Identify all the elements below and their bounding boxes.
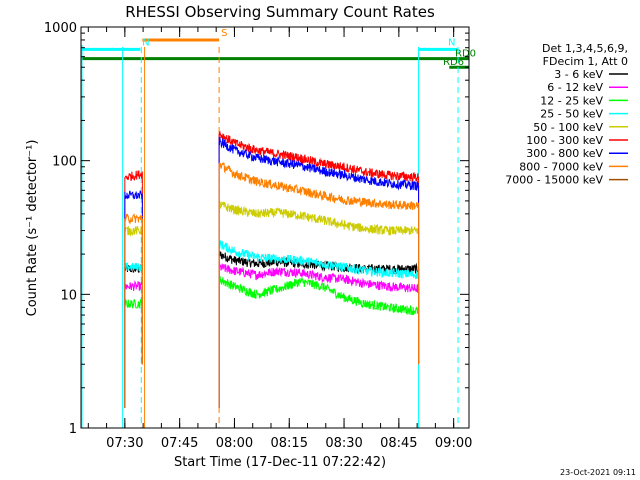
legend-entry-1: 6 - 12 keV bbox=[547, 81, 603, 94]
chart-title: RHESSI Observing Summary Count Rates bbox=[125, 3, 435, 21]
x-tick-label-1: 07:45 bbox=[161, 436, 198, 451]
legend-entry-8: 7000 - 15000 keV bbox=[505, 174, 603, 187]
series-line-4-seg-1 bbox=[218, 199, 420, 236]
x-axis-label: Start Time (17-Dec-11 07:22:42) bbox=[174, 455, 386, 470]
flag-label-1: N bbox=[142, 37, 149, 48]
x-tick-label-3: 08:15 bbox=[271, 436, 308, 451]
x-tick-label-5: 08:45 bbox=[380, 436, 417, 451]
series-line-1-seg-1 bbox=[218, 262, 420, 293]
y-tick-label-0: 1 bbox=[69, 422, 77, 437]
x-tick-label-0: 07:30 bbox=[106, 436, 143, 451]
series-line-6-seg-0 bbox=[124, 190, 143, 200]
legend-entry-4: 50 - 100 keV bbox=[533, 121, 603, 134]
x-tick-label-4: 08:30 bbox=[325, 436, 362, 451]
legend-entry-2: 12 - 25 keV bbox=[540, 94, 603, 107]
series-line-3-seg-1 bbox=[218, 240, 420, 280]
series-line-2-seg-1 bbox=[218, 275, 420, 316]
legend-header-0: Det 1,3,4,5,6,9, bbox=[542, 42, 628, 55]
legend-entry-3: 25 - 50 keV bbox=[540, 108, 603, 121]
y-tick-label-3: 1000 bbox=[44, 21, 77, 36]
flag-label-3: RD0 bbox=[455, 49, 476, 60]
y-tick-label-1: 10 bbox=[60, 288, 77, 303]
flag-label-2: N bbox=[448, 37, 455, 48]
series-line-7-seg-0 bbox=[124, 212, 143, 225]
series-line-1-seg-0 bbox=[124, 280, 143, 292]
series-line-4-seg-0 bbox=[124, 226, 143, 237]
legend: Det 1,3,4,5,6,9,FDecim 1, Att 03 - 6 keV… bbox=[505, 42, 628, 187]
flag-label-0: S bbox=[221, 28, 227, 39]
series-line-5-seg-0 bbox=[124, 170, 143, 181]
x-tick-label-2: 08:00 bbox=[216, 436, 253, 451]
legend-header-1: FDecim 1, Att 0 bbox=[543, 55, 628, 68]
x-tick-label-6: 09:00 bbox=[435, 436, 472, 451]
series-line-3-seg-0 bbox=[124, 262, 143, 272]
timestamp: 23-Oct-2021 09:11 bbox=[560, 468, 636, 477]
legend-entry-6: 300 - 800 keV bbox=[526, 147, 603, 160]
y-axis-label: Count Rate (s⁻¹ detector⁻¹) bbox=[25, 140, 40, 317]
y-tick-label-2: 100 bbox=[52, 155, 77, 170]
series-line-7-seg-1 bbox=[218, 162, 420, 211]
series-line-5-seg-1 bbox=[218, 130, 420, 183]
series-line-2-seg-0 bbox=[124, 298, 143, 309]
legend-entry-0: 3 - 6 keV bbox=[554, 68, 603, 81]
flag-label-4: RD6 bbox=[443, 57, 464, 68]
legend-entry-7: 800 - 7000 keV bbox=[519, 160, 603, 173]
axis-ticks: 1 10 100 1000 07:30 07:45 08:00 08:15 08:30 08:45… bbox=[44, 21, 472, 451]
series-line-6-seg-1 bbox=[218, 136, 420, 191]
plot-frame bbox=[80, 26, 470, 429]
legend-entry-5: 100 - 300 keV bbox=[526, 134, 603, 147]
